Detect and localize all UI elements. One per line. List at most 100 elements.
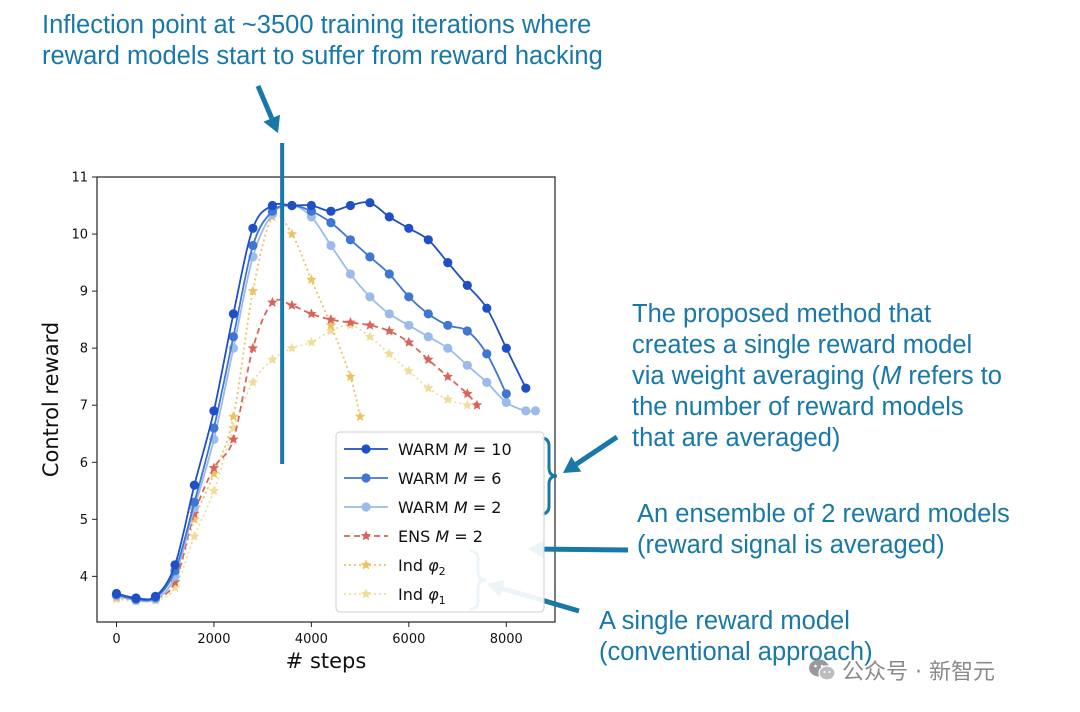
series-line [116,213,361,602]
data-point [286,299,298,310]
warm-annotation-text: via weight averaging ( [632,362,881,390]
data-point [364,319,376,330]
data-point [423,235,433,245]
x-tick-label: 0 [112,632,120,647]
legend-label: Ind φ2 [398,556,446,578]
watermark-text: 公众号 · 新智元 [842,660,995,685]
data-point [306,336,317,347]
data-point [384,212,394,222]
arrow-head [263,114,281,133]
data-point [462,360,472,370]
arrow-shaft [255,85,275,120]
data-point [442,394,453,404]
legend-label: Ind φ1 [398,585,446,607]
legend-marker [360,559,372,570]
data-point [443,258,453,268]
data-point [384,325,395,336]
data-point [482,349,492,359]
legend-label: ENS M = 2 [398,527,483,546]
data-point [384,309,394,319]
inflection-annotation-line: Inflection point at ~3500 training itera… [42,11,592,39]
data-point [208,468,220,479]
data-point [228,433,239,444]
data-point [521,383,531,393]
data-point [267,297,278,307]
arrow-head [563,456,582,473]
data-point [462,388,473,399]
wechat-icon [809,659,836,681]
data-point [247,285,259,296]
data-point [228,332,238,342]
single-annotation-line: (conventional approach) [599,638,873,666]
y-tick-label: 11 [71,171,88,186]
warm-annotation-line: that are averaged) [632,424,841,452]
data-point [169,582,181,593]
data-point [501,389,511,399]
data-point [208,485,220,496]
data-point [326,218,336,228]
y-axis-label: Control reward [39,322,63,477]
data-point [384,348,395,359]
single-annotation-line: A single reward model [599,607,850,635]
data-point [423,332,433,342]
data-point [189,513,200,524]
warm-annotation-line: the number of reward models [632,393,964,421]
data-point [345,269,355,279]
arrow-shaft [574,434,619,467]
data-point [247,376,259,387]
data-point [326,240,336,251]
warm-annotation-line: The proposed method that [632,300,932,328]
data-point [365,292,375,302]
data-point [501,343,511,353]
warm-annotation-line: via weight averaging (M refers to [632,361,1002,392]
y-tick-label: 10 [71,228,88,243]
x-tick-label: 4000 [295,632,328,647]
data-point [530,406,541,416]
data-point [131,593,141,603]
data-point [306,274,317,285]
data-point [423,309,433,319]
data-point [169,576,181,587]
legend-marker [361,473,371,483]
x-tick-label: 2000 [197,632,230,647]
data-point [286,228,298,239]
data-point [306,200,316,211]
legend-marker [361,502,371,512]
data-point [228,309,238,319]
warm-annotation-m: M [880,362,902,390]
legend-marker [361,444,371,454]
inflection-annotation-line: reward models start to suffer from rewar… [42,42,603,70]
data-point [189,530,200,541]
data-point [365,198,375,208]
y-tick-label: 9 [80,285,88,300]
data-point [384,269,394,279]
data-point [423,354,434,364]
warm-annotation-line: creates a single reward model [632,331,973,359]
data-point [325,325,337,336]
y-tick-label: 6 [80,456,88,471]
data-point [345,235,355,245]
data-point [111,588,122,599]
y-tick-label: 5 [80,513,88,528]
data-point [247,342,259,353]
arrow-shaft [543,546,629,553]
data-point [326,206,336,216]
warm-annotation-text: refers to [901,362,1002,390]
data-point [345,371,356,382]
data-point [462,326,472,336]
series-line [116,204,508,602]
legend: WARM M = 10 WARM M = 6 WARM M = 2 ENS M = 2… [335,431,545,613]
data-point [325,319,337,330]
single-annotation: A single reward model (conventional appr… [599,606,873,668]
data-point [267,200,277,211]
data-point [208,462,220,473]
data-point [286,342,298,353]
inflection-arrow [255,85,281,133]
data-point [482,303,492,313]
data-point [189,497,199,507]
data-point [482,377,492,387]
plot-frame [96,176,556,623]
legend-marker [360,588,372,599]
data-point [248,223,258,233]
legend-label: WARM M = 6 [398,469,501,488]
